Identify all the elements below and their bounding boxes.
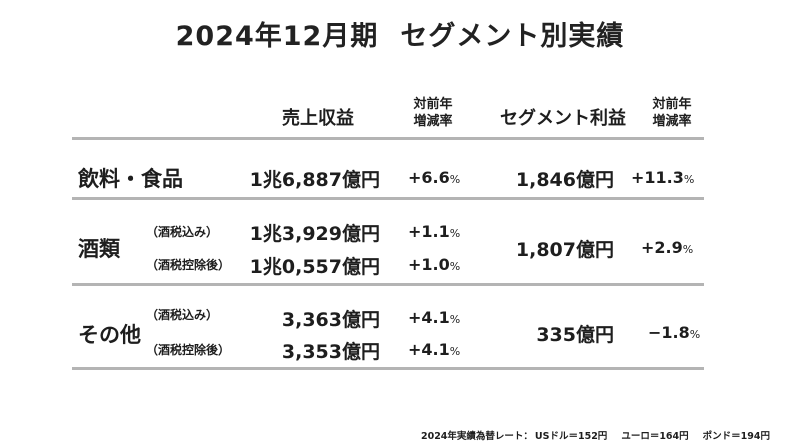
fx-eur: ユーロ＝164円: [621, 431, 689, 442]
profit-yoy: +2.9%: [641, 238, 694, 257]
header-profit: セグメント利益: [500, 108, 626, 129]
revenue-value: 3,363億円: [281, 309, 380, 331]
revenue-yoy: +4.1%: [408, 308, 461, 327]
revenue-yoy: +4.1%: [408, 340, 461, 359]
title-subject: セグメント別実績: [400, 21, 625, 52]
header-revenue-yoy: 対前年 増減率: [413, 97, 453, 129]
fx-usd: USドル＝152円: [534, 431, 608, 442]
revenue-value: 1兆0,557億円: [249, 256, 380, 278]
profit-value: 335億円: [536, 324, 614, 346]
revenue-value: 1兆3,929億円: [249, 223, 380, 245]
row-label-tax-included: （酒税込み）: [146, 225, 219, 239]
revenue-value: 1兆6,887億円: [249, 169, 380, 191]
revenue-value: 3,353億円: [281, 341, 380, 363]
divider: [72, 283, 704, 286]
profit-value: 1,846億円: [515, 169, 614, 191]
profit-yoy: −1.8%: [648, 323, 701, 342]
fx-gbp: ポンド＝194円: [702, 431, 770, 442]
row-label-tax-excluded: （酒税控除後）: [146, 258, 231, 272]
header-profit-yoy: 対前年 増減率: [652, 97, 692, 129]
page-title: 2024年12月期 セグメント別実績: [0, 14, 800, 53]
fx-label: 2024年実績為替レート：: [420, 431, 533, 442]
fx-rate-note: 2024年実績為替レート： USドル＝152円 ユーロ＝164円 ポンド＝194円: [421, 428, 770, 442]
revenue-yoy: +6.6%: [408, 168, 461, 187]
profit-value: 1,807億円: [515, 239, 614, 261]
segment-name-alcohol: 酒類: [78, 237, 120, 261]
row-label-tax-included: （酒税込み）: [146, 308, 219, 322]
title-period: 2024年12月期: [175, 21, 379, 52]
segment-name-others: その他: [78, 323, 141, 347]
revenue-yoy: +1.1%: [408, 222, 461, 241]
revenue-yoy: +1.0%: [408, 255, 461, 274]
row-label-tax-excluded: （酒税控除後）: [146, 343, 231, 357]
segment-name-beverages-food: 飲料・食品: [78, 167, 183, 191]
divider: [72, 137, 704, 140]
header-revenue: 売上収益: [282, 108, 354, 129]
divider: [72, 197, 704, 200]
divider: [72, 367, 704, 370]
profit-yoy: +11.3%: [631, 168, 695, 187]
